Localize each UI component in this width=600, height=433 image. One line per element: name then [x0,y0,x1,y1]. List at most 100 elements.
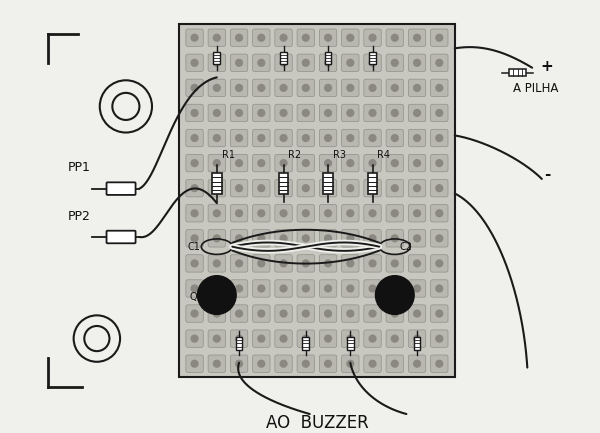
Circle shape [302,34,309,41]
FancyBboxPatch shape [341,155,359,172]
FancyBboxPatch shape [386,155,404,172]
Circle shape [347,185,353,191]
Circle shape [369,110,376,116]
FancyBboxPatch shape [186,129,203,147]
Circle shape [391,360,398,367]
Circle shape [214,310,220,317]
Text: R4: R4 [377,150,391,160]
Circle shape [436,34,443,41]
Circle shape [191,310,198,317]
FancyBboxPatch shape [107,182,136,195]
FancyBboxPatch shape [431,229,448,247]
Circle shape [280,210,287,216]
Circle shape [369,285,376,292]
Circle shape [436,185,443,191]
FancyBboxPatch shape [208,29,226,46]
FancyBboxPatch shape [341,179,359,197]
Circle shape [436,310,443,317]
Circle shape [391,59,398,66]
Circle shape [302,210,309,216]
Circle shape [236,59,242,66]
FancyBboxPatch shape [364,355,381,372]
Circle shape [214,135,220,142]
Circle shape [214,110,220,116]
FancyBboxPatch shape [275,204,292,222]
Bar [509,69,526,76]
Circle shape [413,84,421,91]
Circle shape [347,285,353,292]
FancyBboxPatch shape [186,255,203,272]
Circle shape [369,235,376,242]
Circle shape [413,260,421,267]
Circle shape [302,59,309,66]
FancyBboxPatch shape [319,355,337,372]
FancyBboxPatch shape [186,79,203,97]
Circle shape [191,135,198,142]
FancyBboxPatch shape [364,229,381,247]
Circle shape [236,84,242,91]
FancyBboxPatch shape [186,54,203,71]
FancyBboxPatch shape [386,129,404,147]
Circle shape [325,360,331,367]
Circle shape [347,235,353,242]
FancyBboxPatch shape [386,104,404,122]
Circle shape [369,34,376,41]
Circle shape [302,135,309,142]
Circle shape [347,135,353,142]
FancyBboxPatch shape [409,79,426,97]
Text: PP2: PP2 [68,210,91,223]
FancyBboxPatch shape [319,79,337,97]
Circle shape [214,185,220,191]
FancyBboxPatch shape [386,54,404,71]
Circle shape [325,210,331,216]
FancyBboxPatch shape [431,330,448,347]
Circle shape [302,185,309,191]
FancyBboxPatch shape [230,155,248,172]
FancyBboxPatch shape [208,129,226,147]
FancyBboxPatch shape [230,104,248,122]
FancyBboxPatch shape [341,330,359,347]
Circle shape [436,335,443,342]
Circle shape [302,335,309,342]
Bar [325,52,331,65]
FancyBboxPatch shape [386,255,404,272]
Circle shape [413,135,421,142]
FancyBboxPatch shape [208,204,226,222]
Circle shape [214,235,220,242]
FancyBboxPatch shape [319,54,337,71]
FancyBboxPatch shape [208,305,226,322]
FancyBboxPatch shape [186,355,203,372]
FancyBboxPatch shape [341,54,359,71]
FancyBboxPatch shape [409,229,426,247]
Circle shape [258,210,265,216]
Circle shape [376,276,414,314]
Circle shape [436,135,443,142]
Circle shape [258,110,265,116]
FancyBboxPatch shape [186,229,203,247]
FancyBboxPatch shape [297,280,314,297]
FancyBboxPatch shape [107,231,136,243]
Bar [212,173,221,194]
Circle shape [391,34,398,41]
Circle shape [347,210,353,216]
Circle shape [236,135,242,142]
Circle shape [436,84,443,91]
Circle shape [347,84,353,91]
Bar [413,337,421,350]
Circle shape [236,34,242,41]
FancyBboxPatch shape [230,204,248,222]
Circle shape [391,185,398,191]
Text: PP1: PP1 [68,161,91,174]
FancyBboxPatch shape [230,179,248,197]
FancyBboxPatch shape [297,179,314,197]
FancyBboxPatch shape [253,305,270,322]
Circle shape [391,285,398,292]
Circle shape [302,160,309,167]
Circle shape [325,310,331,317]
Circle shape [391,235,398,242]
FancyBboxPatch shape [431,204,448,222]
Circle shape [280,84,287,91]
FancyBboxPatch shape [409,280,426,297]
Circle shape [258,34,265,41]
FancyBboxPatch shape [341,129,359,147]
